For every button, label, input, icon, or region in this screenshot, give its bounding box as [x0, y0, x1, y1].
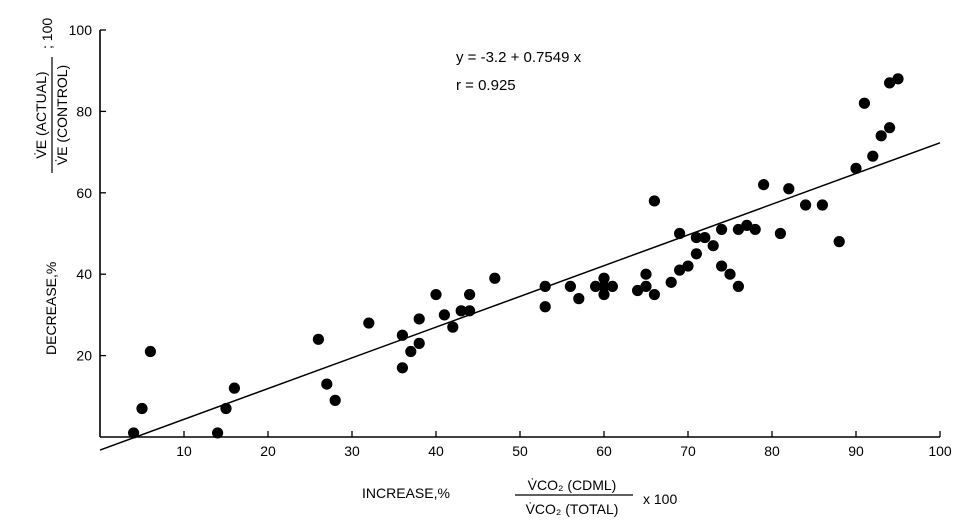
data-point — [396, 362, 408, 374]
data-point — [732, 223, 745, 236]
data-point — [648, 195, 661, 207]
data-point — [674, 264, 686, 276]
data-point — [640, 268, 652, 280]
x-tick-label: 90 — [848, 443, 864, 459]
x-tick-label: 80 — [764, 443, 780, 459]
data-point — [741, 219, 753, 231]
data-point — [632, 284, 644, 297]
data-point — [128, 427, 140, 439]
x-label-prefix: INCREASE,% — [362, 485, 450, 501]
y-tick-label: 60 — [76, 185, 92, 201]
data-point — [212, 427, 224, 439]
data-point — [430, 288, 442, 301]
y-tick-label: 20 — [76, 348, 92, 364]
data-point — [800, 199, 812, 211]
data-point — [690, 231, 703, 244]
x-tick-label: 20 — [260, 443, 276, 459]
data-point — [228, 382, 240, 394]
x-tick-label: 30 — [344, 443, 360, 459]
data-point — [396, 329, 408, 341]
y-label-suffix: ; 100 — [39, 18, 55, 49]
data-point — [312, 333, 324, 345]
y-ticks: 20 40 60 80 100 — [69, 22, 106, 364]
data-point — [732, 280, 745, 293]
data-point — [699, 231, 711, 244]
data-point — [464, 305, 476, 317]
y-label-denominator: V̇E (CONTROL) — [54, 65, 70, 165]
data-point — [749, 223, 761, 236]
data-point — [598, 288, 610, 301]
data-point — [573, 293, 585, 305]
data-point — [539, 301, 551, 313]
data-point — [438, 309, 450, 321]
x-label-suffix: x 100 — [643, 491, 677, 507]
data-point — [606, 280, 619, 293]
x-tick-label: 50 — [512, 443, 528, 459]
data-point — [758, 179, 770, 191]
data-point — [858, 97, 871, 109]
x-label-denominator: V̇CO₂ (TOTAL) — [526, 501, 619, 517]
y-label-prefix: DECREASE,% — [43, 262, 59, 355]
data-point — [539, 280, 551, 293]
x-tick-label: 100 — [928, 443, 952, 459]
data-point — [564, 280, 577, 293]
data-point — [716, 223, 728, 236]
data-point — [455, 305, 467, 317]
data-points — [128, 73, 904, 439]
x-label-numerator: V̇CO₂ (CDML) — [528, 477, 617, 493]
data-point — [640, 280, 652, 293]
data-point — [598, 280, 610, 293]
data-point — [833, 236, 845, 248]
x-tick-label: 60 — [596, 443, 612, 459]
data-point — [447, 321, 459, 333]
y-axis-label: DECREASE,% V̇E (ACTUAL) V̇E (CONTROL) ; … — [33, 18, 70, 355]
data-point — [884, 77, 896, 89]
data-point — [674, 227, 686, 240]
data-point — [690, 248, 703, 260]
data-point — [464, 288, 476, 301]
data-point — [783, 183, 795, 195]
data-point — [413, 313, 425, 325]
data-point — [648, 288, 661, 301]
data-point — [405, 345, 417, 358]
data-point — [774, 227, 787, 240]
y-tick-label: 100 — [69, 22, 93, 38]
x-tick-label: 70 — [680, 443, 696, 459]
data-point — [489, 272, 501, 284]
data-point — [144, 345, 156, 358]
data-point — [321, 378, 333, 390]
data-point — [598, 272, 610, 284]
data-point — [363, 317, 375, 329]
data-point — [413, 337, 425, 349]
data-point — [875, 130, 887, 142]
data-point — [816, 199, 829, 211]
x-axis-label: INCREASE,% V̇CO₂ (CDML) V̇CO₂ (TOTAL) x … — [362, 477, 677, 517]
equation-annotation: y = -3.2 + 0.7549 x — [456, 49, 582, 66]
data-point — [329, 394, 341, 406]
data-point — [892, 73, 904, 85]
y-label-numerator: V̇E (ACTUAL) — [33, 71, 49, 158]
r-value-annotation: r = 0.925 — [456, 77, 516, 94]
data-point — [682, 260, 694, 272]
regression-line — [99, 142, 941, 451]
y-tick-label: 40 — [76, 266, 92, 282]
x-tick-label: 40 — [428, 443, 444, 459]
data-point — [590, 280, 602, 293]
x-ticks: 10 20 30 40 50 60 70 80 90 100 — [176, 431, 952, 459]
data-point — [724, 268, 736, 280]
data-point — [884, 122, 896, 134]
x-tick-label: 10 — [176, 443, 192, 459]
data-point — [220, 402, 232, 415]
data-point — [867, 150, 879, 162]
data-point — [665, 276, 677, 288]
data-point — [136, 402, 148, 415]
data-point — [716, 260, 728, 272]
data-point — [707, 240, 719, 252]
data-point — [850, 162, 862, 174]
y-tick-label: 80 — [76, 103, 92, 119]
